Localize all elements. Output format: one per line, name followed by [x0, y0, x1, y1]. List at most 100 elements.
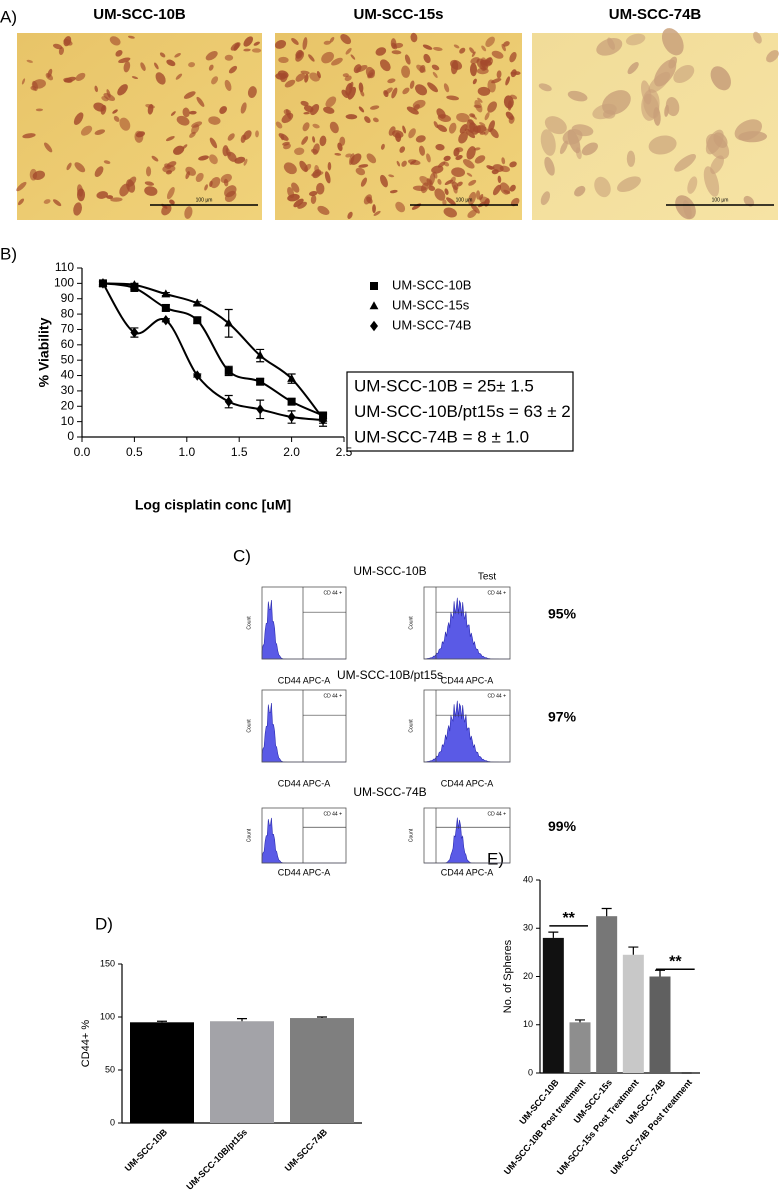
cell	[274, 39, 287, 49]
cell	[497, 175, 502, 184]
cell	[284, 79, 296, 88]
legend-marker	[369, 301, 379, 310]
cell	[432, 71, 438, 78]
cell	[455, 154, 463, 161]
cell	[358, 82, 364, 93]
panel-label: B)	[0, 244, 17, 263]
cell	[191, 124, 200, 135]
cell	[766, 50, 779, 63]
cell	[710, 155, 724, 174]
cell	[174, 53, 181, 58]
gate-label: CD 44 +	[488, 811, 507, 817]
y-tick-label: 30	[61, 383, 75, 397]
cell	[455, 147, 464, 153]
cell	[559, 140, 568, 155]
x-tick-label: 1.5	[231, 445, 248, 459]
cell	[118, 57, 131, 64]
cell	[119, 117, 131, 131]
cell	[469, 47, 475, 54]
cell	[117, 84, 128, 96]
cell	[479, 122, 486, 127]
cell	[317, 205, 330, 215]
y-tick-label: 20	[523, 971, 533, 981]
gate	[435, 690, 510, 762]
cell	[80, 125, 93, 136]
cell	[159, 52, 166, 58]
histogram	[261, 702, 346, 763]
x-tick-label: 2.0	[283, 445, 300, 459]
percent-label: 99%	[548, 818, 577, 834]
gate	[302, 587, 346, 659]
cell	[295, 49, 303, 59]
cell	[243, 36, 254, 47]
cell	[77, 188, 86, 202]
legend-marker	[370, 320, 378, 332]
cell	[327, 162, 332, 171]
cell	[395, 132, 402, 142]
cell	[198, 155, 209, 161]
cell	[446, 95, 460, 101]
cell	[209, 180, 213, 188]
cell	[626, 150, 636, 167]
percent-label: 97%	[548, 709, 577, 725]
cell	[409, 80, 415, 89]
y-tick-label: 20	[61, 398, 75, 412]
cell	[496, 70, 502, 79]
flow-title: UM-SCC-10B/pt15s	[337, 668, 443, 682]
x-tick-label: UM-SCC-10B/pt15s	[184, 1127, 249, 1192]
cell	[312, 143, 320, 155]
cell	[468, 119, 474, 125]
cell	[103, 160, 111, 164]
cell	[391, 50, 402, 55]
cell	[347, 86, 357, 100]
cell	[468, 179, 477, 186]
cell	[538, 83, 552, 92]
cell	[674, 154, 696, 172]
cell	[140, 62, 146, 71]
cell	[74, 162, 86, 173]
plot-frame	[261, 586, 347, 660]
cell	[195, 172, 204, 183]
cell	[428, 185, 436, 191]
cell	[408, 128, 416, 139]
cell	[308, 54, 315, 62]
cell	[383, 90, 389, 98]
x-axis-label: CD44 APC-A	[278, 867, 331, 877]
cell	[488, 165, 495, 170]
test-label: Test	[478, 572, 497, 583]
cell	[444, 188, 449, 195]
cell	[146, 166, 152, 177]
cell	[469, 113, 476, 118]
x-axis-label: Log cisplatin conc [uM]	[135, 497, 291, 513]
cell	[323, 40, 331, 45]
marker	[287, 397, 296, 406]
cell	[575, 147, 582, 160]
significance-label: **	[562, 910, 575, 927]
cell	[340, 34, 352, 45]
histogram-plot: CD 44 + Count CD44 APC-A	[246, 586, 347, 685]
cell	[366, 153, 377, 164]
cell	[251, 48, 262, 53]
percent-label: 95%	[548, 606, 577, 622]
cell	[379, 59, 391, 72]
marker	[161, 303, 170, 312]
error-bar	[655, 969, 665, 977]
y-axis-label: Count	[408, 616, 414, 630]
micrograph	[274, 32, 522, 220]
cell	[358, 164, 369, 168]
cell	[210, 176, 221, 189]
cell	[345, 114, 358, 120]
marker	[224, 318, 234, 327]
cell	[544, 156, 555, 176]
histogram-plot: CD 44 + Count CD44 APC-A	[246, 689, 347, 788]
cell	[710, 66, 731, 91]
cell	[458, 131, 468, 144]
cell	[101, 96, 109, 102]
y-axis-label: Count	[246, 828, 252, 842]
cell	[451, 167, 466, 178]
cell	[503, 95, 514, 109]
cell	[208, 64, 214, 71]
marker	[255, 350, 265, 359]
x-tick-label: 1.0	[178, 445, 195, 459]
cell	[401, 65, 411, 78]
